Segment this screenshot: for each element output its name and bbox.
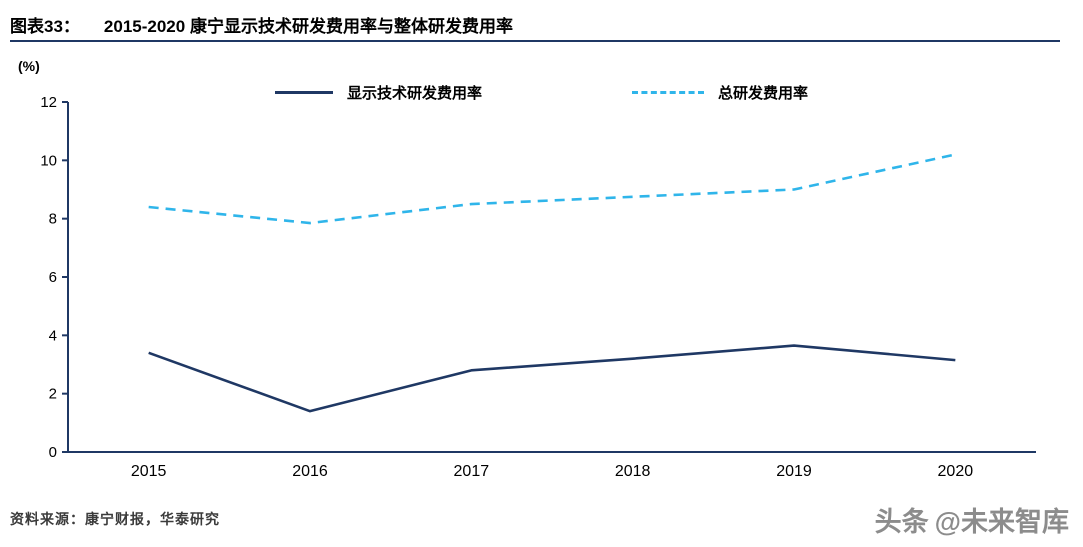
legend-label: 显示技术研发费用率: [346, 85, 482, 102]
x-tick-label: 2019: [776, 463, 812, 480]
series-lines: [148, 153, 956, 413]
chart-legend: 显示技术研发费用率 总研发费用率: [60, 82, 1023, 103]
y-tick-label: 4: [49, 327, 57, 344]
source-note: 资料来源：康宁财报，华泰研究: [10, 513, 220, 528]
x-tick-label: 2020: [938, 463, 974, 480]
y-tick-label: 2: [49, 386, 57, 403]
dashed-line-sample: [632, 91, 704, 94]
y-tick-label: 6: [49, 269, 57, 286]
y-tick-label: 10: [40, 152, 57, 169]
figure-header: 图表33： 2015-2020 康宁显示技术研发费用率与整体研发费用率: [10, 12, 1073, 37]
y-tick-label: 12: [40, 94, 57, 111]
header-rule: [10, 40, 1060, 42]
chart-area: 0 2 4 6 8 10 12 2015 2016 2017 2018 2019 2020: [18, 86, 1058, 486]
line-chart: 0 2 4 6 8 10 12 2015 2016 2017 2018 2019 2020: [40, 94, 1036, 480]
legend-item-display-rd-rate: 显示技术研发费用率: [274, 82, 482, 103]
x-tick-label: 2016: [292, 463, 328, 480]
x-tick-label: 2015: [131, 463, 167, 480]
solid-line-sample: [274, 91, 333, 94]
figure-label: 图表33：: [10, 17, 80, 36]
watermark: 头条 @未来智库: [875, 500, 1069, 539]
y-axis-unit-label: (%): [18, 58, 40, 74]
series-line-1: [148, 153, 956, 225]
watermark-handle: @未来智库: [934, 507, 1069, 537]
figure-title: 2015-2020 康宁显示技术研发费用率与整体研发费用率: [103, 17, 513, 36]
y-tick-label: 0: [49, 444, 57, 461]
axes: [67, 102, 1036, 453]
legend-label: 总研发费用率: [718, 85, 809, 102]
series-line-0: [148, 344, 956, 413]
y-tick-label: 8: [49, 211, 57, 228]
y-axis-ticks: 0 2 4 6 8 10 12: [40, 94, 68, 461]
x-tick-label: 2017: [454, 463, 490, 480]
watermark-brand: 头条: [874, 507, 929, 537]
legend-item-total-rd-rate: 总研发费用率: [632, 82, 808, 103]
x-axis-labels: 2015 2016 2017 2018 2019 2020: [131, 463, 973, 480]
x-tick-label: 2018: [615, 463, 651, 480]
